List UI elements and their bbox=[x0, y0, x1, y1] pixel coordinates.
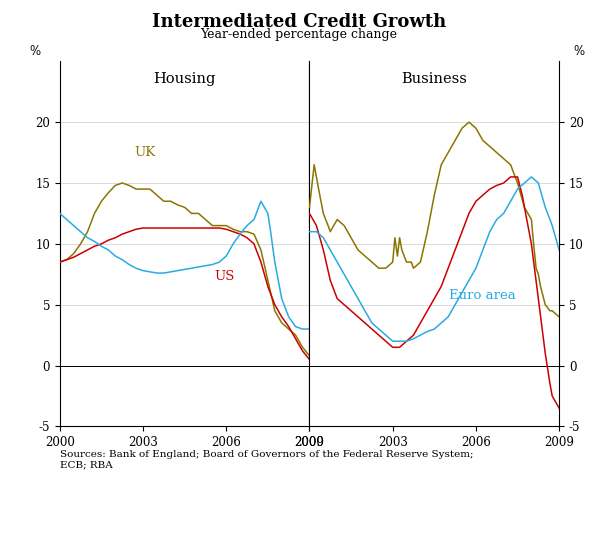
Text: Euro area: Euro area bbox=[449, 288, 516, 302]
Text: UK: UK bbox=[135, 146, 156, 159]
Text: Housing: Housing bbox=[154, 72, 216, 86]
Text: Sources: Bank of England; Board of Governors of the Federal Reserve System;
ECB;: Sources: Bank of England; Board of Gover… bbox=[60, 450, 473, 470]
Text: Intermediated Credit Growth: Intermediated Credit Growth bbox=[152, 13, 446, 31]
Text: Business: Business bbox=[401, 72, 467, 86]
Text: %: % bbox=[573, 45, 584, 58]
Text: Year-ended percentage change: Year-ended percentage change bbox=[200, 28, 398, 41]
Text: %: % bbox=[30, 45, 41, 58]
Text: US: US bbox=[215, 270, 235, 284]
